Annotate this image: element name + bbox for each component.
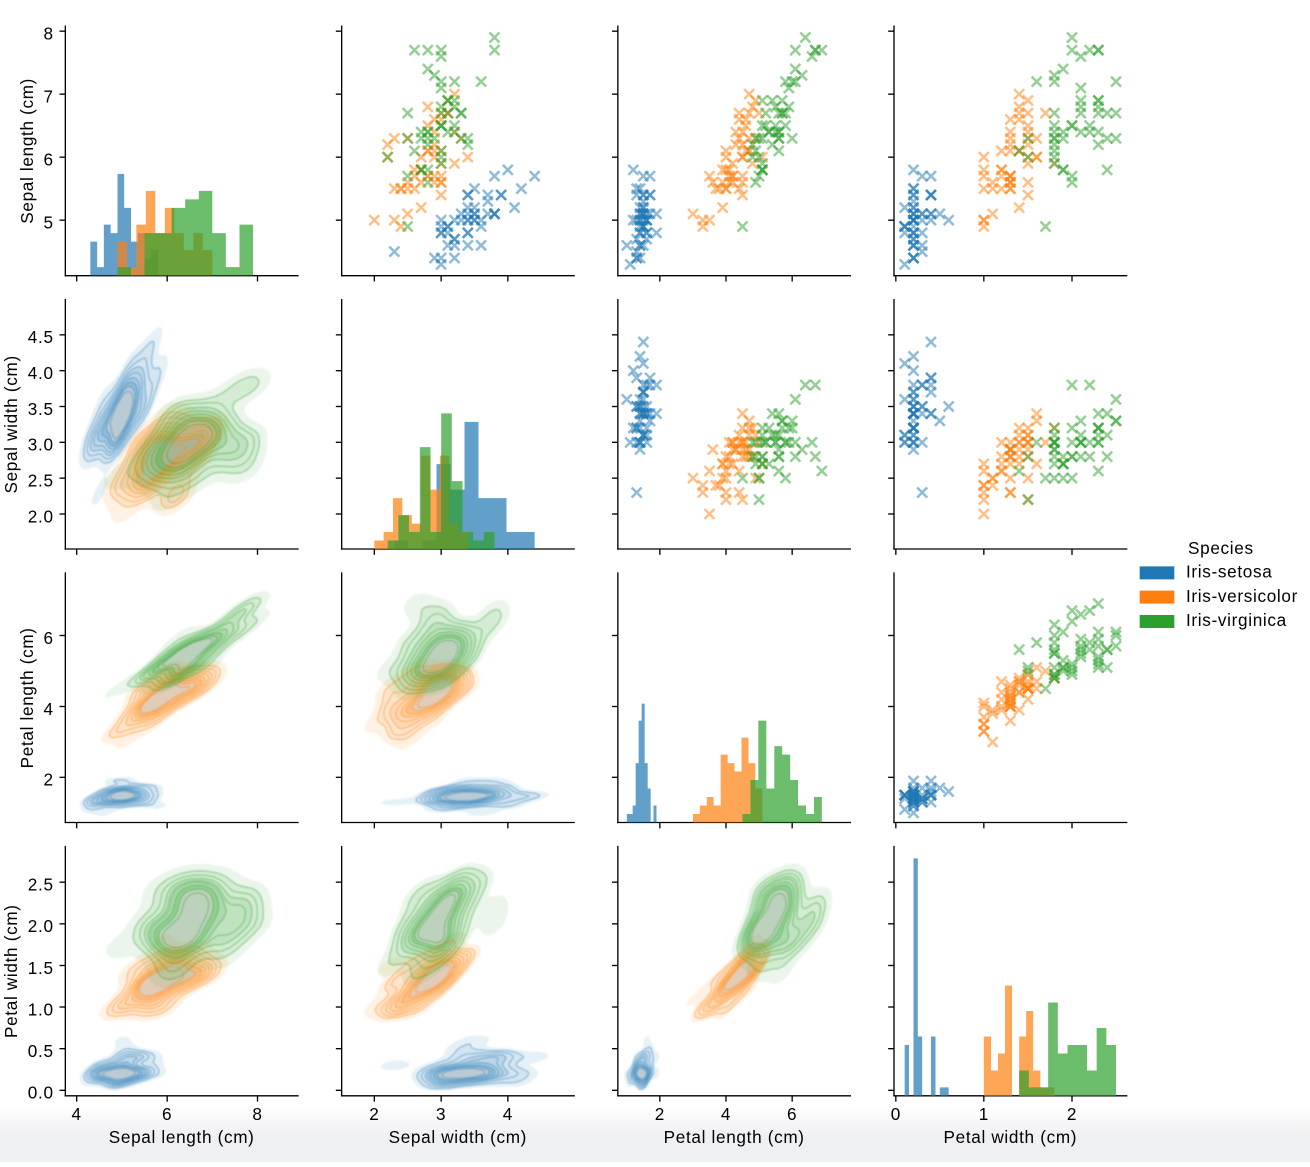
svg-text:4: 4 [503,1104,513,1124]
svg-text:1.0: 1.0 [28,999,54,1019]
svg-text:1: 1 [979,1104,989,1124]
svg-text:4: 4 [721,1104,731,1124]
svg-text:1.5: 1.5 [28,958,54,978]
svg-text:6: 6 [162,1104,172,1124]
svg-text:6: 6 [43,628,53,648]
svg-text:4.0: 4.0 [28,363,54,383]
svg-text:Sepal length (cm): Sepal length (cm) [17,78,37,224]
svg-text:Sepal width (cm): Sepal width (cm) [389,1127,527,1147]
svg-text:6: 6 [787,1104,797,1124]
svg-text:2.0: 2.0 [28,506,54,526]
svg-text:4: 4 [72,1104,82,1124]
svg-text:Iris-versicolor: Iris-versicolor [1186,586,1298,606]
svg-text:2.5: 2.5 [28,470,54,490]
svg-text:8: 8 [252,1104,262,1124]
svg-text:Iris-setosa: Iris-setosa [1186,562,1272,582]
svg-text:0.0: 0.0 [28,1083,54,1103]
svg-text:3: 3 [436,1104,446,1124]
svg-text:Petal width (cm): Petal width (cm) [944,1127,1078,1147]
svg-text:8: 8 [43,24,53,44]
svg-text:3.0: 3.0 [28,435,54,455]
svg-text:5: 5 [43,213,53,233]
svg-text:4: 4 [43,699,53,719]
svg-text:2.0: 2.0 [28,916,54,936]
svg-text:2: 2 [369,1104,379,1124]
svg-text:2: 2 [655,1104,665,1124]
svg-text:6: 6 [43,150,53,170]
svg-text:2: 2 [1067,1104,1077,1124]
svg-text:Petal width (cm): Petal width (cm) [1,904,21,1038]
svg-text:2: 2 [43,770,53,790]
svg-text:Petal length (cm): Petal length (cm) [664,1127,805,1147]
svg-text:Species: Species [1188,538,1254,558]
svg-text:Petal length (cm): Petal length (cm) [17,627,37,768]
svg-text:Sepal width (cm): Sepal width (cm) [1,355,21,493]
svg-text:0.5: 0.5 [28,1041,54,1061]
svg-text:Iris-virginica: Iris-virginica [1186,610,1287,630]
svg-text:7: 7 [43,87,53,107]
svg-text:2.5: 2.5 [28,875,54,895]
svg-text:0: 0 [891,1104,901,1124]
svg-text:4.5: 4.5 [28,327,54,347]
svg-text:Sepal length (cm): Sepal length (cm) [109,1127,255,1147]
svg-text:3.5: 3.5 [28,399,54,419]
